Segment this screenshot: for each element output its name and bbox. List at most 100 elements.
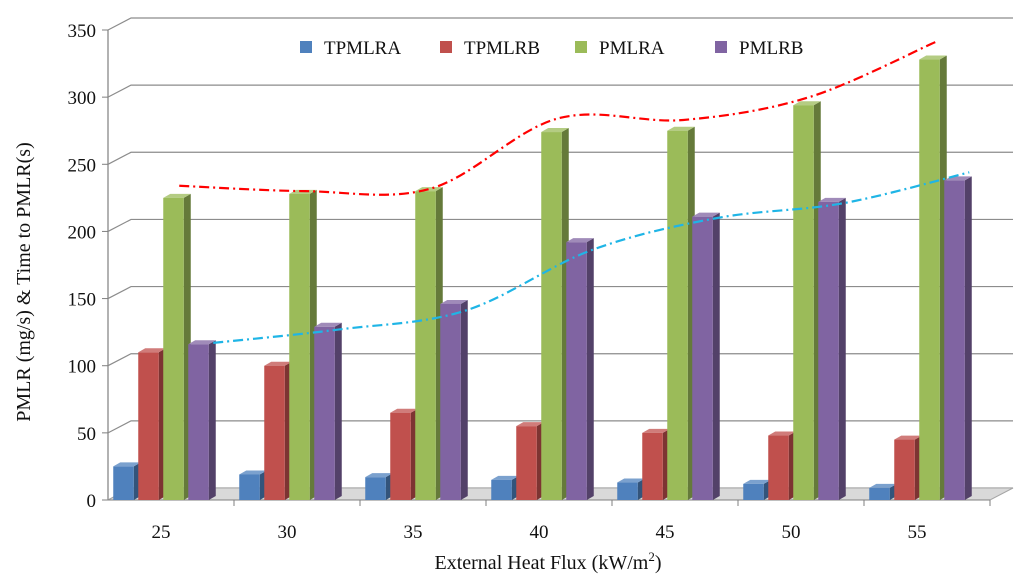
bar xyxy=(516,422,544,500)
bar-top xyxy=(818,197,846,202)
bar xyxy=(415,187,443,500)
bar xyxy=(314,322,342,500)
bar-front xyxy=(289,193,310,501)
bar-side xyxy=(208,340,216,500)
bar-top xyxy=(239,470,267,475)
bar-front xyxy=(919,59,940,501)
x-tick-label: 55 xyxy=(908,522,927,543)
y-tick-label: 250 xyxy=(68,155,97,176)
legend-item-tpmlrb: TPMLRB xyxy=(440,38,540,59)
x-tick-label: 35 xyxy=(404,522,423,543)
bar-front xyxy=(894,439,915,500)
trendlines xyxy=(179,41,970,344)
bar-front xyxy=(617,482,638,500)
bar-front xyxy=(818,201,839,500)
bar-top xyxy=(919,55,947,60)
x-tick-label: 50 xyxy=(782,522,801,543)
bar xyxy=(692,212,720,500)
bar xyxy=(919,55,947,501)
legend-swatch xyxy=(575,41,587,53)
bar xyxy=(491,475,519,500)
bar xyxy=(743,479,771,500)
legend-swatch xyxy=(715,41,727,53)
x-tick-label: 25 xyxy=(152,522,171,543)
bar xyxy=(289,189,317,501)
y-tick-label: 100 xyxy=(68,357,97,378)
bar-front xyxy=(163,197,184,500)
bar-top xyxy=(793,101,821,106)
bar-top xyxy=(188,340,216,345)
bar-top xyxy=(642,428,670,433)
bar-front xyxy=(692,216,713,500)
bar-side xyxy=(838,197,846,500)
bar xyxy=(617,478,645,500)
bar-top xyxy=(390,408,418,413)
bar xyxy=(541,128,569,501)
bar-front xyxy=(188,344,209,500)
bar xyxy=(642,428,670,500)
y-tick-labels: 0 50 100 150 200 250 300 350 xyxy=(68,21,97,512)
y-tick-label: 300 xyxy=(68,88,97,109)
bar xyxy=(188,340,216,500)
bar-top xyxy=(869,483,897,488)
bar-top xyxy=(667,126,695,131)
bar-top xyxy=(617,478,645,483)
bar-front xyxy=(743,483,764,500)
bar xyxy=(239,470,267,500)
legend-swatch xyxy=(300,41,312,53)
bars xyxy=(113,55,972,501)
bar-side xyxy=(334,322,342,500)
bar-top xyxy=(541,128,569,133)
bar-front xyxy=(491,479,512,500)
gridline xyxy=(107,84,1013,98)
bar-top xyxy=(138,348,166,353)
bar-top xyxy=(768,431,796,436)
bar-top xyxy=(365,473,393,478)
y-tick-label: 0 xyxy=(87,491,97,512)
bar xyxy=(818,197,846,500)
legend-label: PMLRB xyxy=(739,38,803,59)
x-axis-title-sup: 2 xyxy=(648,549,655,564)
bar xyxy=(365,473,393,500)
bar-top xyxy=(264,361,292,366)
bar-front xyxy=(642,432,663,500)
bar xyxy=(869,483,897,500)
bar-side xyxy=(460,299,468,500)
bar-front xyxy=(440,303,461,500)
bar-top xyxy=(491,475,519,480)
x-tick-label: 30 xyxy=(278,522,297,543)
y-tick-label: 150 xyxy=(68,290,97,311)
bar xyxy=(566,238,594,500)
bar-top xyxy=(692,212,720,217)
legend-item-pmlra: PMLRA xyxy=(575,38,665,59)
gridline xyxy=(107,17,1013,31)
bar xyxy=(138,348,166,500)
bar xyxy=(894,435,922,500)
legend-label: TPMLRB xyxy=(464,38,540,59)
bar-front xyxy=(390,412,411,500)
bar xyxy=(793,101,821,500)
bar xyxy=(768,431,796,500)
bar-front xyxy=(239,474,260,500)
x-axis-title-end: ) xyxy=(655,552,662,574)
bar-top xyxy=(894,435,922,440)
bar xyxy=(113,462,141,500)
bar-front xyxy=(314,326,335,500)
bar xyxy=(944,176,972,500)
bar-front xyxy=(516,426,537,500)
x-tick-label: 40 xyxy=(530,522,549,543)
bar xyxy=(667,126,695,500)
trendline-pmlrb xyxy=(213,171,970,344)
x-axis-title: External Heat Flux (kW/m2) xyxy=(435,549,662,574)
bar-top xyxy=(743,479,771,484)
bar-top xyxy=(516,422,544,427)
bar xyxy=(440,299,468,500)
bar-top xyxy=(314,322,342,327)
x-axis-title-main: External Heat Flux (kW/m xyxy=(435,552,649,574)
bar-side xyxy=(712,212,720,500)
bar-front xyxy=(541,132,562,501)
bar-front xyxy=(768,435,789,500)
y-tick-label: 350 xyxy=(68,21,97,42)
bar-front xyxy=(869,487,890,500)
